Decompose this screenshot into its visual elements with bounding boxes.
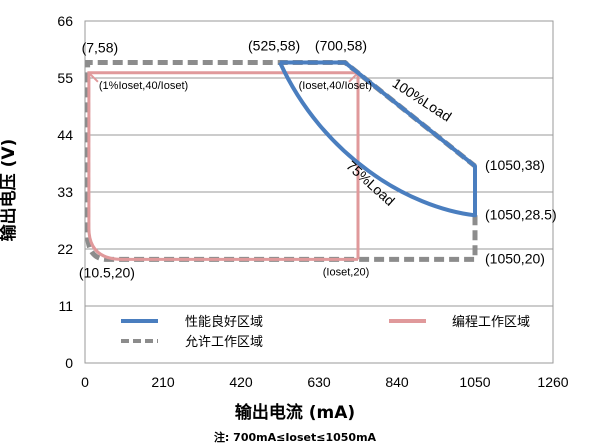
point-annotation: (525,58) [248,37,300,53]
point-annotation: (1050,20) [485,250,545,266]
point-annotation: (1050,38) [485,157,545,173]
point-annotation: (700,58) [315,37,367,53]
x-tick-label: 210 [151,374,175,390]
y-tick-label: 33 [57,184,73,200]
y-tick-label: 11 [58,298,73,314]
x-tick-label: 1260 [537,374,568,390]
programmed-area-arrow [348,72,359,83]
footnote: 注: 700mA≤Ioset≤1050mA [214,430,377,444]
x-tick-label: 840 [385,374,409,390]
programmed-area-arrow [88,71,101,83]
point-annotation: (1%Ioset,40/Ioset) [99,80,188,92]
x-tick-label: 420 [229,374,253,390]
legend-label-good-area: 性能良好区域 [185,314,263,330]
point-annotation: (Ioset,20) [323,266,369,278]
x-tick-label: 630 [307,374,331,390]
x-tick-label: 1050 [459,374,490,390]
legend-label-programmed-area: 编程工作区域 [452,315,530,330]
y-tick-label: 66 [57,13,73,29]
y-tick-label: 22 [57,241,73,257]
x-axis-title: 输出电流 (mA) [235,402,355,423]
point-annotation: (Ioset,40/Ioset) [299,80,372,92]
series-good-area [278,60,477,218]
series-programmed-area [87,71,360,261]
point-annotation: (1050,28.5) [485,206,557,222]
y-axis-title: 输出电压 (V) [0,139,19,242]
x-tick-label: 0 [81,374,89,390]
y-tick-label: 55 [57,70,73,86]
point-annotation: (10.5,20) [79,264,135,280]
legend-label-allowed-area: 允许工作区域 [185,334,263,350]
y-tick-label: 0 [65,355,73,371]
point-annotation: (7,58) [82,39,119,55]
y-tick-label: 44 [57,127,73,143]
point-annotation: 100%Load [390,75,455,125]
legend: 性能良好区域 编程工作区域 允许工作区域 [121,314,530,350]
